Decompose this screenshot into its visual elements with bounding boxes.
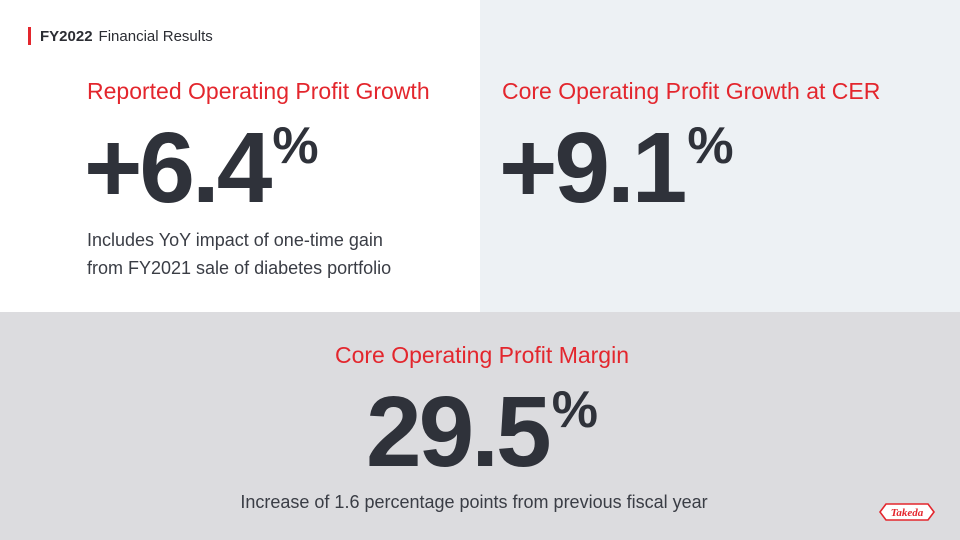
core-op-margin-value: 29.5% [0,382,960,482]
reported-op-growth-number: +6.4 [84,112,272,224]
reported-op-growth-value: +6.4% [84,118,319,218]
core-op-growth-value: +9.1% [499,118,734,218]
header-title: Financial Results [98,27,213,45]
core-op-margin-number: 29.5 [366,376,552,488]
reported-op-growth-note: Includes YoY impact of one-time gain fro… [87,226,391,282]
core-op-growth-number: +9.1 [499,112,687,224]
header-year: FY2022 [40,27,93,45]
note-line-1: Includes YoY impact of one-time gain [87,230,383,250]
core-op-growth-label: Core Operating Profit Growth at CER [502,78,881,104]
core-op-margin-unit: % [551,381,598,440]
reported-op-growth-unit: % [272,117,319,176]
logo-text: Takeda [891,507,924,519]
slide-header: FY2022 Financial Results [28,26,213,46]
bottom-panel [0,312,960,540]
core-op-margin-label: Core Operating Profit Margin [334,342,629,368]
core-op-growth-unit: % [687,117,734,176]
header-accent-bar [28,27,31,45]
reported-op-growth-label: Reported Operating Profit Growth [87,78,430,104]
core-op-margin-note: Increase of 1.6 percentage points from p… [240,492,708,512]
top-right-panel [480,0,960,312]
takeda-logo: Takeda [879,503,935,521]
note-line-2: from FY2021 sale of diabetes portfolio [87,258,392,278]
